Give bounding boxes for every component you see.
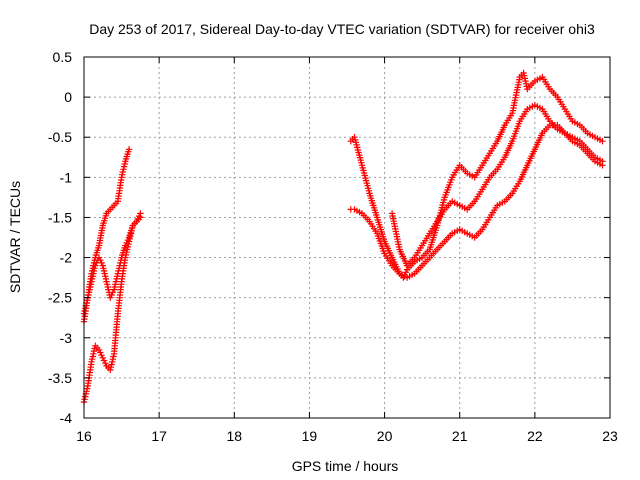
y-axis-label: SDTVAR / TECUs (7, 181, 23, 293)
x-tick-label: 18 (226, 428, 242, 444)
x-tick-label: 17 (151, 428, 167, 444)
x-tick-label: 19 (302, 428, 318, 444)
x-tick-label: 21 (452, 428, 468, 444)
series-arc-4 (347, 69, 606, 281)
y-tick-label: 0.5 (53, 49, 73, 65)
data-point-markers (347, 122, 606, 281)
data-point-markers (388, 101, 606, 269)
series-layer (80, 69, 606, 406)
y-tick-label: -2 (60, 250, 73, 266)
y-tick-label: -1.5 (48, 209, 72, 225)
x-axis-label: GPS time / hours (292, 458, 399, 474)
data-point-markers (347, 69, 606, 281)
y-tick-label: 0 (64, 89, 72, 105)
x-tick-label: 20 (377, 428, 393, 444)
y-tick-label: -1 (60, 169, 73, 185)
series-arc-5 (347, 122, 606, 281)
x-tick-label: 23 (602, 428, 618, 444)
plot-frame (83, 56, 611, 419)
grid-layer (84, 57, 610, 418)
x-tick-label: 16 (76, 428, 92, 444)
tick-layer: 16 17 18 19 20 21 22 23 0.5 0 -0.5 -1 -1.5 -2 -2.5 -3 -3… (48, 49, 618, 444)
series-arc-6 (388, 101, 606, 269)
y-tick-label: -3.5 (48, 370, 72, 386)
series-arc-2 (80, 210, 144, 406)
y-tick-label: -4 (60, 410, 73, 426)
y-tick-label: -3 (60, 330, 73, 346)
y-tick-label: -0.5 (48, 129, 72, 145)
x-tick-label: 22 (527, 428, 543, 444)
data-point-markers (80, 210, 144, 406)
chart-title: Day 253 of 2017, Sidereal Day-to-day VTE… (89, 21, 595, 37)
y-tick-label: -2.5 (48, 290, 72, 306)
